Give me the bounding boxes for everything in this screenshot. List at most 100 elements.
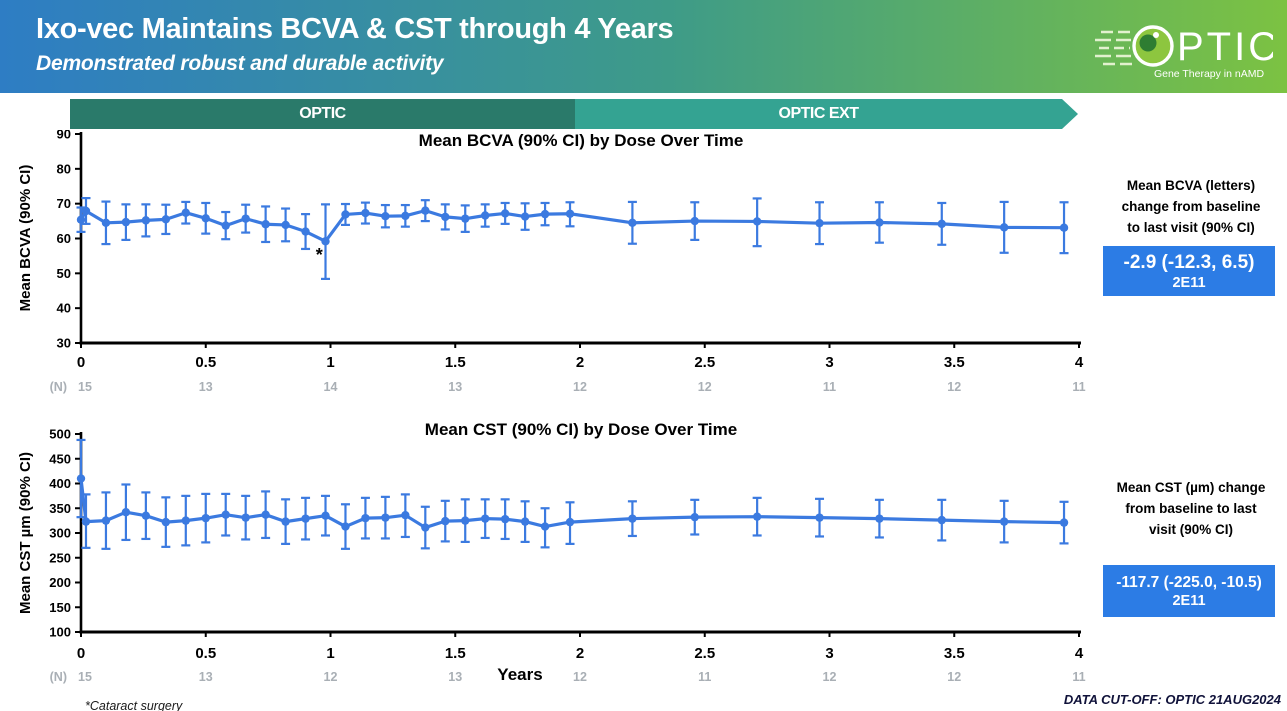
n-row-prefix: (N) xyxy=(50,380,67,394)
data-point xyxy=(281,517,290,526)
n-count: 11 xyxy=(1072,380,1085,394)
y-tick-label: 500 xyxy=(49,427,71,442)
data-point xyxy=(301,227,310,236)
data-point xyxy=(441,516,450,526)
cst-dose-label: 2E11 xyxy=(1172,592,1206,609)
bcva-dose-label: 2E11 xyxy=(1172,274,1206,291)
x-axis-label: Years xyxy=(497,665,543,684)
n-row-prefix: (N) xyxy=(50,670,67,684)
data-point xyxy=(690,216,699,226)
y-tick-label: 150 xyxy=(49,600,71,615)
cst-change-value: -117.7 (-225.0, -10.5) xyxy=(1116,573,1262,591)
data-point xyxy=(500,514,510,524)
data-point xyxy=(565,209,575,218)
y-tick-label: 300 xyxy=(49,526,71,541)
x-tick-label: 2 xyxy=(576,645,584,662)
data-point xyxy=(121,217,131,227)
x-tick-label: 1 xyxy=(326,354,334,371)
y-tick-label: 30 xyxy=(57,336,71,351)
y-tick-label: 350 xyxy=(49,501,71,516)
n-count: 13 xyxy=(199,670,213,684)
phase-optic-segment: OPTIC xyxy=(70,99,575,129)
bcva-side-caption: Mean BCVA (letters) change from baseline… xyxy=(1121,178,1261,235)
x-tick-label: 3 xyxy=(825,354,833,371)
data-point xyxy=(101,516,111,525)
cst-chart: 5004504003503002502001501000150.5131121.… xyxy=(49,427,1085,685)
data-cutoff-text: DATA CUT-OFF: OPTIC 21AUG2024 xyxy=(1063,692,1281,707)
data-point xyxy=(201,513,210,523)
x-tick-label: 2.5 xyxy=(694,354,715,371)
data-point xyxy=(381,513,390,522)
data-point xyxy=(161,215,171,224)
phase-ext-segment: OPTIC EXT xyxy=(575,99,1078,129)
y-tick-label: 100 xyxy=(49,625,71,640)
data-point xyxy=(401,510,410,520)
n-count: 15 xyxy=(78,380,92,394)
data-point xyxy=(281,220,290,230)
logo-tagline: Gene Therapy in nAMD xyxy=(1154,68,1265,80)
y-tick-label: 70 xyxy=(57,196,71,211)
series-line xyxy=(79,478,1065,530)
phase-ext-label: OPTIC EXT xyxy=(778,105,859,122)
data-point xyxy=(76,215,86,224)
series-line xyxy=(79,209,1065,243)
data-point xyxy=(241,214,250,223)
data-point xyxy=(461,516,470,525)
logo-pupil xyxy=(1139,34,1157,52)
logo-wordmark: PTIC xyxy=(1177,25,1273,69)
n-count: 11 xyxy=(698,670,711,684)
n-count: 12 xyxy=(947,380,961,394)
data-point xyxy=(341,522,350,531)
data-point xyxy=(752,512,762,521)
n-count: 12 xyxy=(324,670,338,684)
n-count: 13 xyxy=(448,670,462,684)
data-point xyxy=(141,216,151,225)
x-tick-label: 3.5 xyxy=(944,354,965,371)
data-point xyxy=(628,514,637,523)
page-title: Ixo-vec Maintains BCVA & CST through 4 Y… xyxy=(36,13,674,45)
page-subtitle: Demonstrated robust and durable activity xyxy=(36,52,444,75)
cst-result-box: -117.7 (-225.0, -10.5) 2E11 xyxy=(1103,565,1275,617)
data-point xyxy=(1059,518,1069,527)
data-point xyxy=(81,206,91,216)
data-point xyxy=(875,514,884,523)
optic-logo-graphic: PTIC Gene Therapy in nAMD xyxy=(1095,25,1277,80)
data-point xyxy=(690,512,699,522)
y-tick-label: 200 xyxy=(49,575,71,590)
data-point xyxy=(752,217,762,226)
n-count: 12 xyxy=(573,380,587,394)
data-point xyxy=(121,508,131,517)
footnote-cataract: *Cataract surgery xyxy=(85,699,183,711)
data-point xyxy=(480,514,490,523)
x-tick-label: 0 xyxy=(77,354,85,371)
n-count: 12 xyxy=(823,670,837,684)
data-point xyxy=(500,209,510,218)
annotation: * xyxy=(316,245,323,265)
cst-chart-title: Mean CST (90% CI) by Dose Over Time xyxy=(424,420,738,439)
data-point xyxy=(480,211,490,220)
data-point xyxy=(815,218,824,228)
x-tick-label: 0.5 xyxy=(195,354,216,371)
bcva-chart: 908070605040300150.5131141.5132122.51231… xyxy=(50,130,1086,394)
y-tick-label: 400 xyxy=(49,476,71,491)
data-point xyxy=(221,221,230,230)
x-tick-label: 4 xyxy=(1075,354,1084,371)
bcva-result-box: -2.9 (-12.3, 6.5) 2E11 xyxy=(1103,246,1275,296)
n-count: 13 xyxy=(448,380,462,394)
data-point xyxy=(261,220,270,229)
n-count: 14 xyxy=(324,380,338,394)
n-count: 12 xyxy=(698,380,712,394)
logo-speed-lines xyxy=(1095,30,1134,66)
data-point xyxy=(520,212,530,221)
data-point xyxy=(381,212,390,221)
data-point xyxy=(540,522,550,531)
data-point xyxy=(401,211,410,221)
x-tick-label: 4 xyxy=(1075,645,1084,662)
data-point xyxy=(421,523,430,532)
phase-arrow-icon xyxy=(1062,99,1078,129)
data-point xyxy=(301,514,310,523)
y-tick-label: 250 xyxy=(49,550,71,565)
data-point xyxy=(461,214,470,223)
data-point xyxy=(361,208,370,218)
data-point xyxy=(321,237,330,246)
